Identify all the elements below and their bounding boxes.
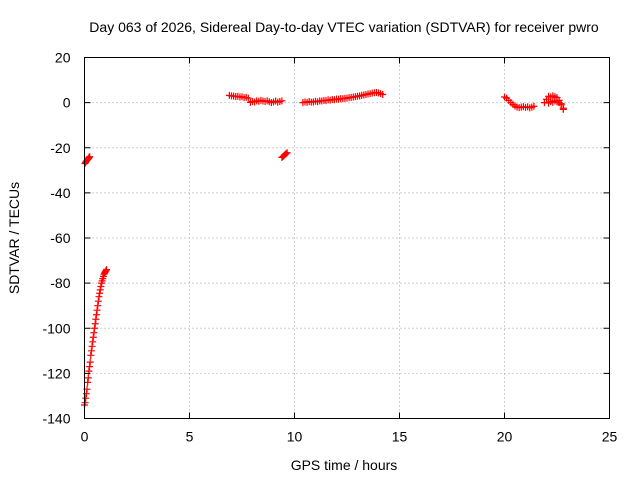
data-point <box>84 378 92 386</box>
data-point <box>81 399 89 407</box>
x-tick-label: 15 <box>392 429 408 445</box>
ticks-layer: 0 5 10 15 20 25 -140 -120 -100 -80 -60 -40 -20 0 20 <box>42 50 617 445</box>
data-marks-layer <box>81 88 567 409</box>
series-group <box>278 149 291 161</box>
data-point <box>103 266 111 274</box>
data-point <box>88 342 96 350</box>
y-tick-label: -100 <box>42 320 70 336</box>
y-axis-label: SDTVAR / TECUs <box>6 182 22 294</box>
data-point <box>91 320 99 328</box>
data-point <box>84 374 92 382</box>
y-tick-label: -140 <box>42 411 70 427</box>
chart-title: Day 063 of 2026, Sidereal Day-to-day VTE… <box>89 19 599 35</box>
data-point <box>86 358 94 366</box>
y-tick-label: -120 <box>42 365 70 381</box>
y-tick-label: 20 <box>55 50 71 66</box>
data-point <box>97 283 105 291</box>
data-point <box>92 311 100 319</box>
data-point <box>93 306 101 314</box>
x-tick-label: 5 <box>186 429 194 445</box>
data-point <box>82 390 90 398</box>
x-tick-label: 20 <box>497 429 513 445</box>
data-point <box>94 302 102 310</box>
data-point <box>94 297 102 305</box>
data-point <box>89 338 97 346</box>
data-point <box>95 293 103 301</box>
plot-frame <box>84 57 610 419</box>
data-point <box>282 150 290 158</box>
data-point <box>379 91 387 99</box>
data-point <box>559 105 567 113</box>
data-point <box>82 394 90 402</box>
data-point <box>91 324 99 332</box>
y-tick-label: -80 <box>50 275 70 291</box>
y-tick-label: -20 <box>50 140 70 156</box>
data-point <box>557 101 565 109</box>
x-tick-label: 0 <box>81 429 89 445</box>
series-group <box>299 88 387 107</box>
series-group <box>225 91 252 102</box>
data-point <box>278 97 286 105</box>
x-tick-label: 10 <box>287 429 303 445</box>
data-point <box>244 94 252 102</box>
data-point <box>530 102 538 110</box>
y-tick-label: -60 <box>50 230 70 246</box>
data-point <box>102 267 110 275</box>
data-point <box>96 286 104 294</box>
series-group <box>545 97 567 113</box>
data-point <box>96 289 104 297</box>
grid-layer <box>84 57 610 419</box>
data-point <box>90 329 98 337</box>
data-point <box>87 351 95 359</box>
data-point <box>89 333 97 341</box>
series-group <box>81 153 94 168</box>
series-group <box>81 266 111 409</box>
y-tick-label: 0 <box>63 95 71 111</box>
x-axis-label: GPS time / hours <box>291 457 398 473</box>
series-group <box>501 93 538 112</box>
data-point <box>87 347 95 355</box>
x-tick-label: 25 <box>602 429 618 445</box>
series-group <box>246 96 286 107</box>
data-point <box>86 363 94 371</box>
data-point <box>86 153 94 161</box>
y-tick-label: -40 <box>50 185 70 201</box>
data-point <box>283 149 291 157</box>
data-point <box>92 315 100 323</box>
